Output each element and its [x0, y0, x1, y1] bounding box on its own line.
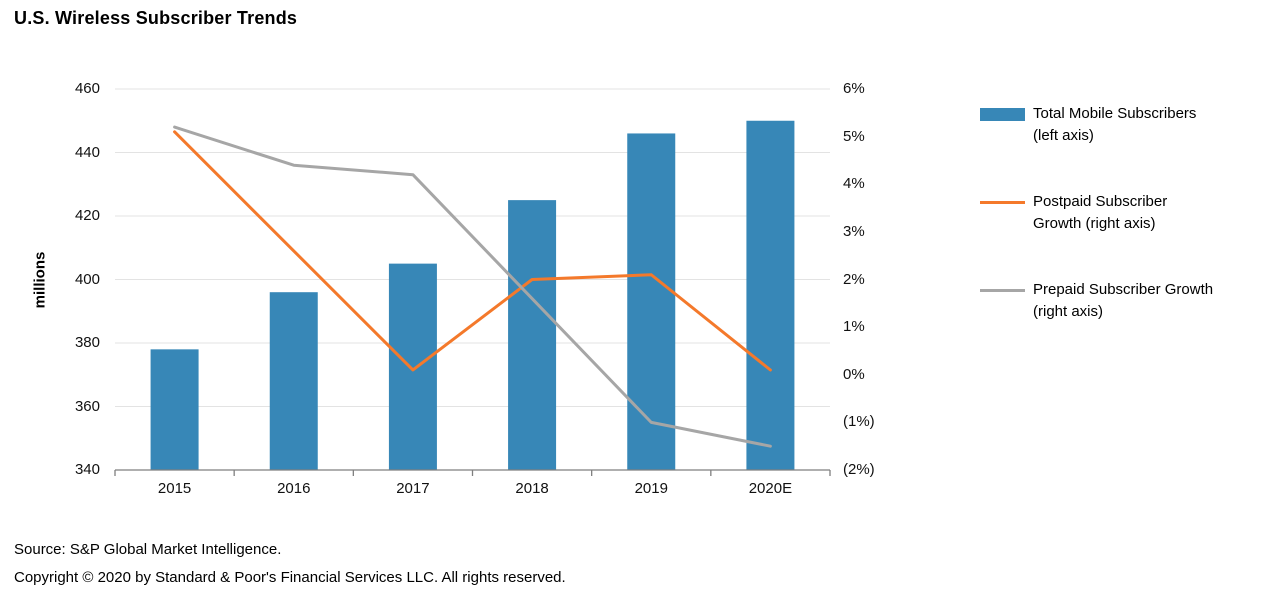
legend: Total Mobile Subscribers (left axis) Pos…	[980, 103, 1260, 367]
right-tick-label: (1%)	[843, 413, 875, 431]
bar-2018	[508, 200, 557, 470]
right-tick-label: 4%	[843, 175, 865, 193]
bar-2019	[627, 133, 676, 470]
legend-item-total-mobile-subscribers: Total Mobile Subscribers (left axis)	[980, 103, 1260, 147]
series-line	[173, 130, 772, 372]
right-tick-label: 3%	[843, 222, 865, 240]
legend-label-line: Total Mobile Subscribers	[1033, 105, 1197, 122]
series-line	[173, 125, 772, 448]
left-tick-label: 340	[74, 461, 100, 478]
footer: Source: S&P Global Market Intelligence. …	[14, 536, 566, 592]
x-tick-label: 2020E	[748, 480, 793, 497]
bar-swatch-icon	[980, 108, 1025, 121]
legend-label-line: Prepaid Subscriber Growth	[1033, 281, 1214, 298]
legend-item-postpaid-growth: Postpaid Subscriber Growth (right axis)	[980, 191, 1260, 235]
legend-label: Prepaid Subscriber Growth (right axis)	[1033, 279, 1245, 323]
right-tick-label: 5%	[843, 127, 865, 145]
right-tick-label: 6%	[843, 80, 865, 97]
plot-area	[114, 88, 831, 476]
right-tick-label: (2%)	[843, 461, 875, 478]
legend-label-line: (right axis)	[1033, 303, 1104, 320]
left-tick-label: 440	[74, 143, 100, 161]
bar-2016	[269, 292, 318, 470]
bar-2017	[388, 263, 437, 470]
line-swatch-icon	[980, 201, 1025, 204]
x-tick-label: 2015	[157, 480, 192, 497]
legend-label-line: Postpaid Subscriber	[1033, 193, 1168, 210]
legend-label-line: Growth (right axis)	[1033, 215, 1156, 232]
left-tick-label: 460	[74, 80, 100, 97]
x-tick-label: 2018	[515, 480, 549, 497]
left-tick-label: 360	[74, 397, 100, 415]
legend-label: Postpaid Subscriber Growth (right axis)	[1033, 191, 1245, 235]
right-tick-label: 1%	[843, 318, 865, 336]
left-tick-label: 400	[74, 270, 100, 288]
x-tick-label: 2017	[396, 480, 430, 497]
left-tick-label: 420	[74, 207, 100, 224]
x-tick-label: 2016	[277, 480, 311, 497]
legend-label: Total Mobile Subscribers (left axis)	[1033, 103, 1245, 147]
bar-2020E	[746, 120, 795, 470]
right-tick-label: 0%	[843, 365, 865, 383]
line-swatch-icon	[980, 289, 1025, 292]
right-tick-label: 2%	[843, 270, 865, 288]
x-tick-label: 2019	[634, 480, 668, 497]
legend-label-line: (left axis)	[1033, 127, 1094, 144]
copyright-note: Copyright © 2020 by Standard & Poor's Fi…	[14, 569, 566, 586]
bar-2015	[150, 349, 199, 470]
source-note: Source: S&P Global Market Intelligence.	[14, 541, 282, 558]
legend-item-prepaid-growth: Prepaid Subscriber Growth (right axis)	[980, 279, 1260, 323]
left-axis-title: millions	[31, 251, 49, 309]
chart-title: U.S. Wireless Subscriber Trends	[14, 8, 298, 28]
left-tick-label: 380	[74, 334, 100, 351]
